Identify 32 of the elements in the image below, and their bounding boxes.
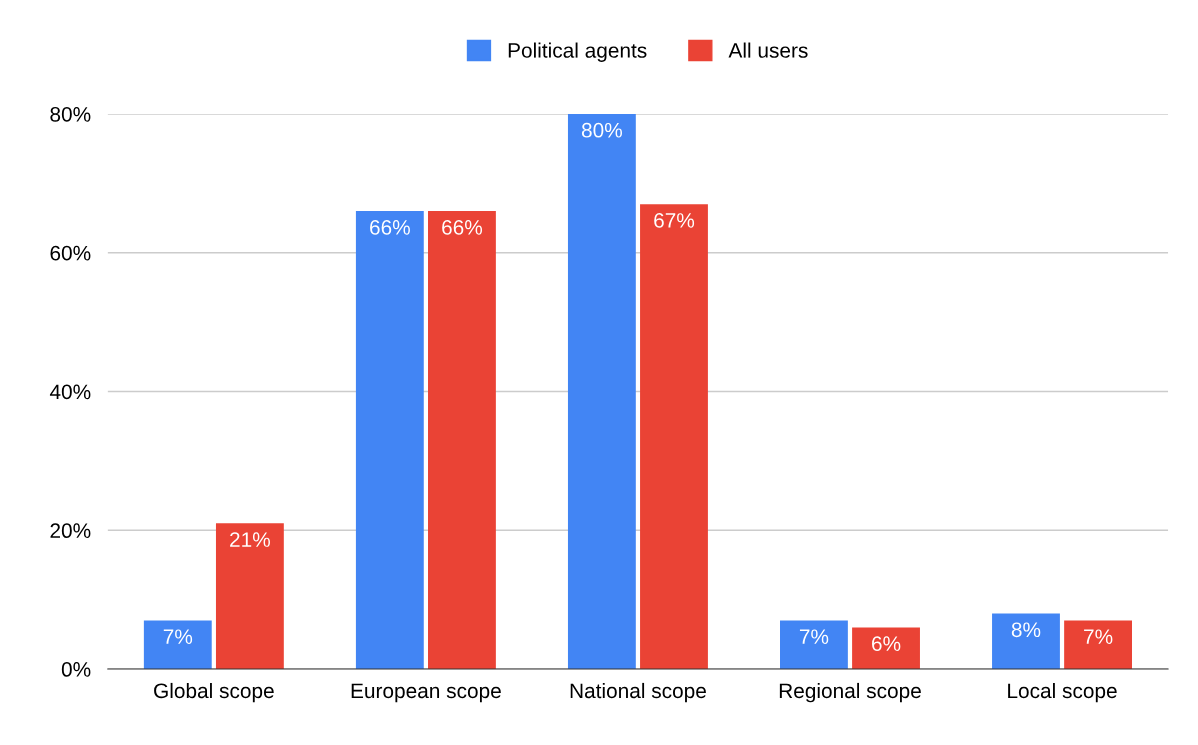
bar (852, 627, 920, 670)
y-tick-label: 0% (61, 662, 91, 677)
data-label: 6% (872, 636, 901, 652)
data-label: 66% (370, 219, 410, 235)
data-label: 7% (163, 629, 193, 644)
data-label: 66% (442, 219, 483, 235)
y-tick-label: 20% (50, 523, 91, 539)
legend-label: All users (728, 42, 808, 58)
y-tick-label: 40% (49, 384, 91, 400)
x-tick-label: Regional scope (779, 682, 921, 703)
x-tick-label: European scope (351, 683, 501, 703)
bar (567, 113, 636, 670)
bar (992, 613, 1060, 670)
data-label: 21% (230, 532, 270, 547)
bar (215, 523, 284, 670)
x-tick-label: Global scope (154, 682, 274, 703)
y-tick-label: 60% (50, 245, 91, 261)
x-tick-label: Local scope (1008, 682, 1117, 703)
bar (780, 620, 848, 670)
bar (355, 211, 424, 670)
y-tick-label: 80% (50, 106, 91, 122)
data-label: 7% (799, 629, 829, 644)
bar (640, 204, 708, 670)
x-tick-label: National scope (570, 682, 706, 703)
data-label: 67% (654, 213, 695, 228)
data-label: 8% (1011, 622, 1041, 638)
bar (428, 211, 496, 670)
bar (143, 620, 212, 670)
data-label: 7% (1084, 629, 1113, 644)
bar (1064, 620, 1132, 670)
data-label: 80% (581, 122, 622, 138)
legend-label: Political agents (508, 42, 647, 62)
